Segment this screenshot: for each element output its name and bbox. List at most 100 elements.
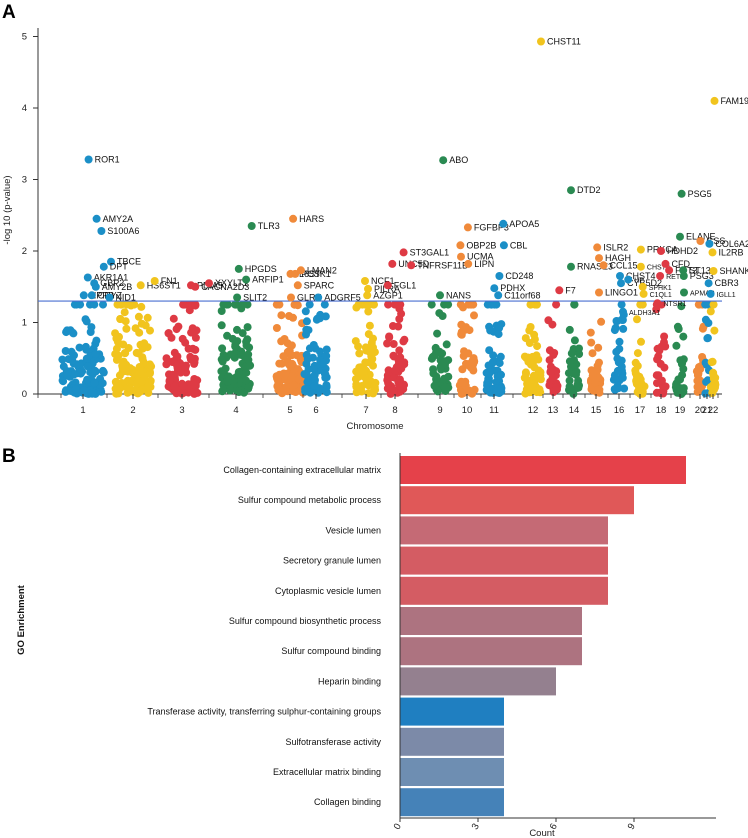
snp-point — [617, 300, 626, 309]
snp-point — [369, 389, 378, 398]
snp-point — [144, 382, 153, 391]
snp-point — [526, 323, 535, 331]
go-bar — [400, 607, 582, 635]
snp-point — [218, 344, 227, 353]
significant-point — [696, 237, 705, 245]
gene-label: HP — [634, 278, 644, 285]
snp-point — [396, 353, 405, 362]
snp-point — [172, 325, 181, 334]
significant-point — [490, 284, 499, 293]
snp-point — [525, 339, 534, 347]
snp-point — [72, 300, 81, 309]
snp-point — [483, 300, 492, 309]
b-x-tick-label: 0 — [392, 822, 404, 832]
snp-point — [146, 326, 154, 335]
gene-label: GLRX — [297, 293, 322, 303]
snp-point — [355, 300, 364, 309]
snp-point — [588, 349, 597, 358]
gene-label: ALDH3A1 — [629, 310, 660, 317]
b-x-tick-label: 3 — [470, 822, 482, 832]
gene-label: AZGP1 — [373, 290, 403, 300]
gene-label: CD248 — [505, 271, 533, 281]
snp-point — [384, 300, 393, 309]
snp-point — [594, 343, 603, 352]
gene-label: IL2RB — [719, 247, 744, 257]
snp-point — [610, 385, 619, 394]
significant-point — [84, 155, 93, 164]
snp-point — [610, 326, 619, 335]
snp-point — [384, 379, 393, 387]
snp-point — [636, 300, 645, 309]
snp-point — [611, 375, 620, 384]
snp-point — [397, 361, 406, 370]
significant-point — [595, 288, 603, 297]
snp-point — [281, 370, 290, 378]
snp-point — [173, 352, 182, 361]
significant-point — [595, 254, 603, 263]
snp-point — [365, 321, 374, 330]
snp-point — [143, 313, 152, 322]
snp-point — [321, 370, 330, 379]
gene-label: CCL15 — [610, 260, 638, 270]
significant-point — [619, 307, 627, 316]
snp-point — [115, 384, 124, 393]
significant-point — [599, 261, 608, 270]
significant-point — [291, 269, 300, 278]
snp-point — [190, 380, 199, 389]
snp-point — [673, 322, 682, 331]
snp-point — [137, 367, 145, 376]
snp-point — [523, 353, 532, 362]
snp-point — [707, 358, 716, 367]
snp-point — [527, 388, 535, 397]
snp-point — [287, 341, 296, 350]
snp-point — [388, 387, 396, 395]
gene-label: ST3GAL1 — [410, 247, 450, 257]
gene-label: HARS — [299, 214, 324, 224]
snp-point — [433, 329, 442, 338]
snp-point — [497, 320, 506, 329]
snp-point — [533, 342, 542, 351]
snp-point — [178, 334, 187, 343]
go-term-label: Sulfotransferase activity — [285, 737, 381, 747]
snp-point — [530, 380, 539, 388]
gene-labels: ROR1 AMY2A S100A6 TBCEDPTAKR1A1GBP2AMY2BNPP… — [79, 37, 748, 317]
significant-point — [399, 248, 408, 257]
significant-point — [383, 281, 392, 290]
snp-point — [244, 382, 253, 391]
snp-point — [652, 305, 661, 314]
gene-label: LINGO1 — [605, 288, 638, 298]
gene-label: AMY2A — [103, 214, 134, 224]
snp-point — [309, 341, 318, 349]
gene-label: GSS — [706, 236, 725, 246]
snp-point — [465, 326, 474, 335]
gene-label: ISLR2 — [603, 242, 628, 252]
snp-point — [238, 300, 247, 309]
gene-label: NTSR1 — [663, 301, 686, 308]
snp-point — [355, 349, 364, 358]
snp-point — [285, 312, 293, 320]
snp-point — [322, 381, 331, 390]
panel-label-a: A — [2, 2, 16, 23]
snp-point — [633, 315, 641, 324]
snp-point — [71, 385, 80, 394]
snp-point — [137, 302, 146, 311]
snp-point — [145, 360, 154, 369]
snp-point — [290, 300, 299, 309]
significant-point — [661, 259, 670, 268]
snp-point — [620, 384, 629, 393]
snp-point — [305, 300, 314, 309]
snp-point — [242, 376, 250, 385]
snp-point — [679, 332, 688, 341]
x-tick-label: 8 — [392, 405, 397, 416]
snp-point — [484, 361, 493, 370]
gene-label: APMAP — [690, 291, 715, 298]
snp-point — [118, 361, 127, 370]
significant-point — [456, 241, 465, 250]
y-tick-label: 4 — [22, 103, 27, 114]
gene-label: SPHK1 — [649, 285, 672, 292]
snp-point — [136, 387, 145, 396]
gene-label: PCSK1 — [301, 269, 331, 279]
snp-point — [431, 344, 440, 353]
go-bar — [400, 486, 634, 515]
